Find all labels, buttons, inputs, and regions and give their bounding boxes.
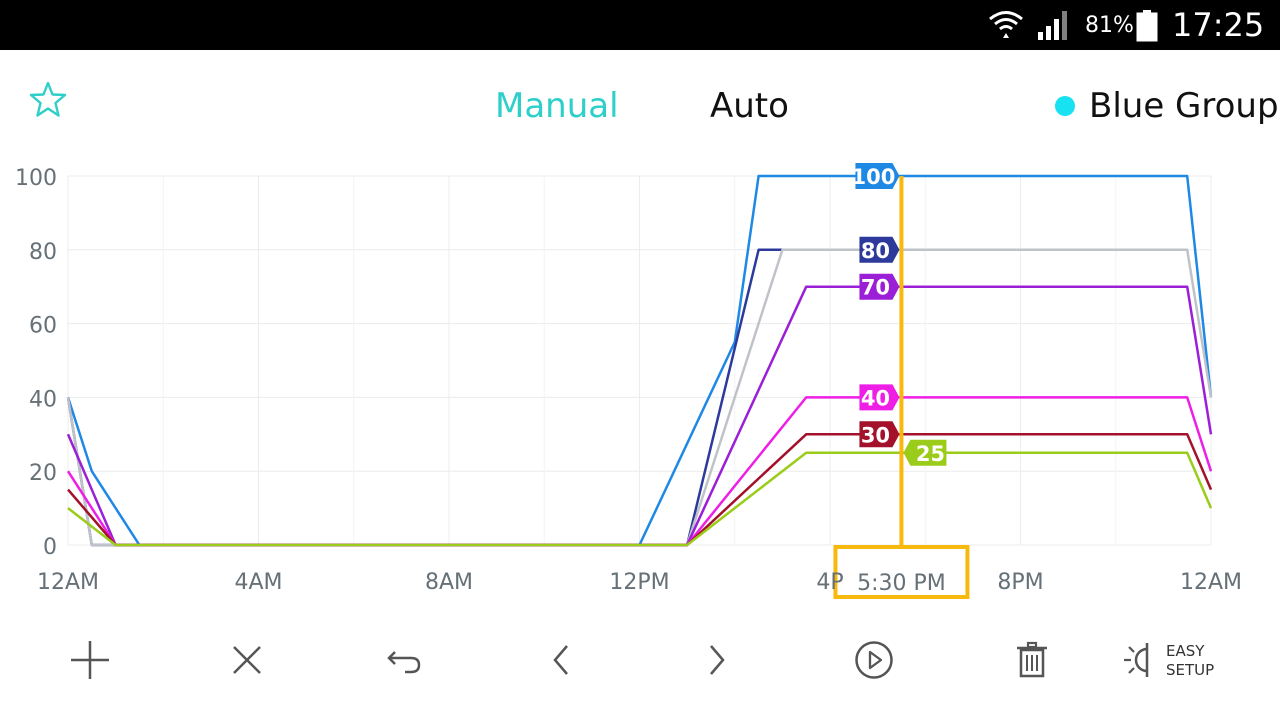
chevron-right-icon — [710, 645, 725, 675]
easy-setup-button[interactable] — [1118, 636, 1166, 684]
play-icon — [855, 641, 893, 679]
x-tick-label: 12AM — [37, 570, 99, 595]
add-button[interactable] — [66, 636, 114, 684]
chevron-left-icon — [553, 645, 568, 675]
series-line[interactable] — [67, 451, 1213, 547]
group-color-dot — [1055, 96, 1075, 116]
y-tick-label: 0 — [43, 535, 57, 560]
y-tick-label: 60 — [29, 314, 57, 339]
value-tag[interactable] — [859, 421, 900, 448]
series-line[interactable] — [66, 285, 1213, 547]
value-tag[interactable] — [859, 384, 900, 411]
series-line[interactable] — [66, 174, 1213, 547]
x-tick-label: 12PM — [609, 570, 669, 595]
easy-setup-icon — [1124, 643, 1149, 677]
series-line[interactable] — [66, 396, 1213, 547]
value-tag[interactable] — [903, 439, 947, 466]
easy-setup-line2: SETUP — [1166, 661, 1215, 679]
series-line[interactable] — [66, 248, 1213, 547]
battery-percent: 81% — [1085, 12, 1134, 38]
next-button[interactable] — [693, 636, 741, 684]
signal-icon — [1038, 11, 1067, 40]
group-name: Blue Group — [1089, 86, 1279, 126]
undo-button[interactable] — [381, 636, 429, 684]
value-tag[interactable] — [859, 236, 900, 263]
time-cursor-label: 5:30 PM — [857, 571, 946, 596]
wifi-icon — [989, 11, 1023, 38]
x-tick-label: 12AM — [1180, 570, 1242, 595]
light-schedule-chart[interactable]: 5:30 PM 100 80 70 40 30 25 0 20 40 60 80 100 12AM 4A… — [0, 150, 1280, 610]
group-selector[interactable]: Blue Group — [1055, 86, 1279, 126]
delete-point-button[interactable] — [223, 636, 271, 684]
tab-manual[interactable]: Manual — [495, 86, 619, 126]
value-tag[interactable] — [855, 163, 900, 189]
close-icon — [233, 646, 261, 674]
bottom-toolbar — [0, 620, 1280, 700]
add-icon — [71, 641, 109, 679]
undo-icon — [387, 651, 421, 674]
previous-button[interactable] — [537, 636, 585, 684]
y-tick-label: 80 — [29, 240, 57, 265]
value-tag-label: 40 — [861, 386, 890, 410]
star-icon[interactable] — [28, 80, 68, 120]
y-tick-label: 20 — [29, 461, 57, 486]
easy-setup-line1: EASY — [1166, 642, 1205, 660]
play-button[interactable] — [850, 636, 898, 684]
x-tick-label: 4AM — [234, 570, 282, 595]
easy-setup-label[interactable]: EASY SETUP — [1166, 642, 1214, 680]
x-tick-label: 8PM — [997, 570, 1043, 595]
y-tick-label: 40 — [29, 387, 57, 412]
status-bar: 81% 17:25 — [0, 0, 1280, 50]
trash-button[interactable] — [1008, 636, 1056, 684]
value-tag[interactable] — [859, 273, 900, 300]
series-line[interactable] — [67, 433, 1213, 547]
value-tag-label: 80 — [861, 239, 890, 263]
value-tag-label: 70 — [861, 276, 890, 300]
tab-auto[interactable]: Auto — [710, 86, 789, 126]
battery-icon — [1136, 10, 1158, 42]
value-tag-label: 30 — [861, 423, 890, 447]
value-tag-label: 100 — [852, 165, 896, 189]
trash-icon — [1017, 641, 1047, 678]
clock: 17:25 — [1172, 6, 1265, 44]
x-tick-label: 8AM — [425, 570, 473, 595]
y-tick-label: 100 — [15, 166, 57, 191]
x-tick-label: 4P — [816, 570, 843, 595]
time-cursor-box[interactable] — [833, 545, 970, 599]
value-tag-label: 25 — [916, 442, 945, 466]
